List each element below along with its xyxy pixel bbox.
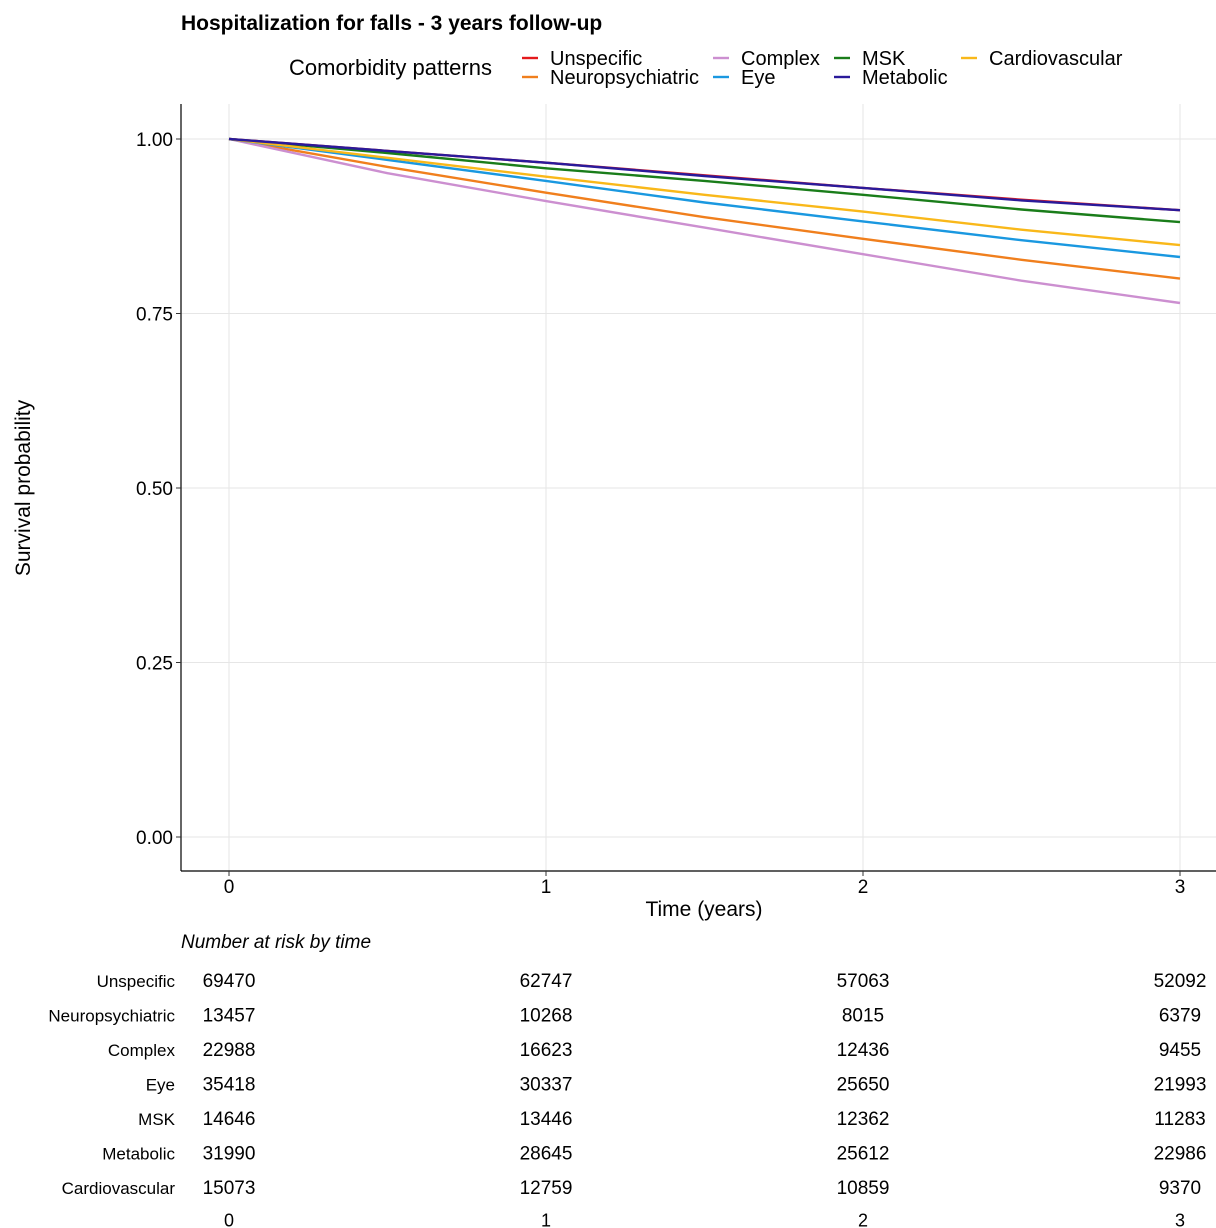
risk-time-label: 1 bbox=[541, 1211, 551, 1228]
risk-cell: 12436 bbox=[837, 1040, 890, 1061]
risk-row-label: Neuropsychiatric bbox=[48, 1007, 175, 1026]
risk-cell: 22988 bbox=[203, 1040, 256, 1061]
legend-label-neuropsychiatric: Neuropsychiatric bbox=[550, 67, 699, 89]
risk-cell: 9370 bbox=[1159, 1178, 1201, 1199]
y-axis-label: Survival probability bbox=[12, 399, 35, 576]
legend-title: Comorbidity patterns bbox=[289, 55, 492, 80]
risk-cell: 57063 bbox=[837, 971, 890, 992]
risk-cell: 8015 bbox=[842, 1006, 884, 1027]
risk-cell: 6379 bbox=[1159, 1006, 1201, 1027]
y-tick-label: 1.00 bbox=[136, 130, 173, 151]
risk-cell: 10859 bbox=[837, 1178, 890, 1199]
x-axis-label: Time (years) bbox=[645, 898, 762, 921]
risk-table: Unspecific 69470 62747 57063 52092 Neuropsych… bbox=[48, 971, 1206, 1228]
risk-row-label: Eye bbox=[146, 1076, 175, 1095]
risk-cell: 31990 bbox=[203, 1144, 256, 1165]
risk-cell: 9455 bbox=[1159, 1040, 1201, 1061]
risk-cell: 52092 bbox=[1154, 971, 1207, 992]
risk-cell: 28645 bbox=[520, 1144, 573, 1165]
risk-cell: 30337 bbox=[520, 1075, 573, 1096]
grid bbox=[181, 104, 1216, 871]
risk-cell: 16623 bbox=[520, 1040, 573, 1061]
y-tick-label: 0.25 bbox=[136, 654, 173, 675]
series-line-complex bbox=[228, 137, 1181, 305]
risk-cell: 12759 bbox=[520, 1178, 573, 1199]
risk-cell: 35418 bbox=[203, 1075, 256, 1096]
risk-cell: 69470 bbox=[203, 971, 256, 992]
series-line-eye bbox=[228, 137, 1181, 259]
risk-cell: 11283 bbox=[1154, 1109, 1205, 1130]
legend-label-complex: Complex bbox=[741, 48, 820, 70]
legend-label-msk: MSK bbox=[862, 48, 906, 70]
x-tick-label: 2 bbox=[858, 877, 869, 898]
risk-cell: 10268 bbox=[520, 1006, 573, 1027]
risk-row-label: MSK bbox=[138, 1110, 176, 1129]
y-tick-label: 0.75 bbox=[136, 305, 173, 326]
risk-cell: 25650 bbox=[837, 1075, 890, 1096]
series-line-metabolic bbox=[228, 137, 1181, 212]
axes: 0.00 0.25 0.50 0.75 1.00 0 1 2 3 bbox=[136, 104, 1216, 898]
risk-cell: 22986 bbox=[1154, 1144, 1207, 1165]
y-tick-label: 0.00 bbox=[136, 828, 173, 849]
x-tick-label: 1 bbox=[541, 877, 552, 898]
risk-time-label: 2 bbox=[858, 1211, 868, 1228]
risk-time-label: 0 bbox=[224, 1211, 234, 1228]
series-lines bbox=[228, 137, 1181, 305]
risk-row-label: Cardiovascular bbox=[62, 1179, 176, 1198]
x-tick-label: 3 bbox=[1175, 877, 1186, 898]
risk-cell: 25612 bbox=[837, 1144, 890, 1165]
series-line-neuropsychiatric bbox=[228, 137, 1181, 280]
y-tick-label: 0.50 bbox=[136, 479, 173, 500]
risk-cell: 62747 bbox=[520, 971, 573, 992]
chart-title: Hospitalization for falls - 3 years foll… bbox=[181, 12, 602, 35]
risk-time-label: 3 bbox=[1175, 1211, 1185, 1228]
risk-cell: 21993 bbox=[1154, 1075, 1207, 1096]
risk-cell: 13457 bbox=[203, 1006, 256, 1027]
x-tick-label: 0 bbox=[224, 877, 235, 898]
legend-label-unspecific: Unspecific bbox=[550, 48, 642, 70]
series-line-cardiovascular bbox=[228, 137, 1181, 247]
risk-row-label: Unspecific bbox=[97, 972, 176, 991]
risk-cell: 14646 bbox=[203, 1109, 256, 1130]
risk-row-label: Metabolic bbox=[102, 1145, 175, 1164]
risk-table-caption: Number at risk by time bbox=[181, 932, 371, 953]
legend-label-cardiovascular: Cardiovascular bbox=[989, 48, 1123, 70]
series-line-msk bbox=[228, 137, 1181, 224]
legend-label-metabolic: Metabolic bbox=[862, 67, 948, 89]
risk-cell: 15073 bbox=[203, 1178, 256, 1199]
risk-row-label: Complex bbox=[108, 1041, 176, 1060]
risk-cell: 13446 bbox=[520, 1109, 573, 1130]
legend-label-eye: Eye bbox=[741, 67, 775, 89]
risk-cell: 12362 bbox=[837, 1109, 890, 1130]
